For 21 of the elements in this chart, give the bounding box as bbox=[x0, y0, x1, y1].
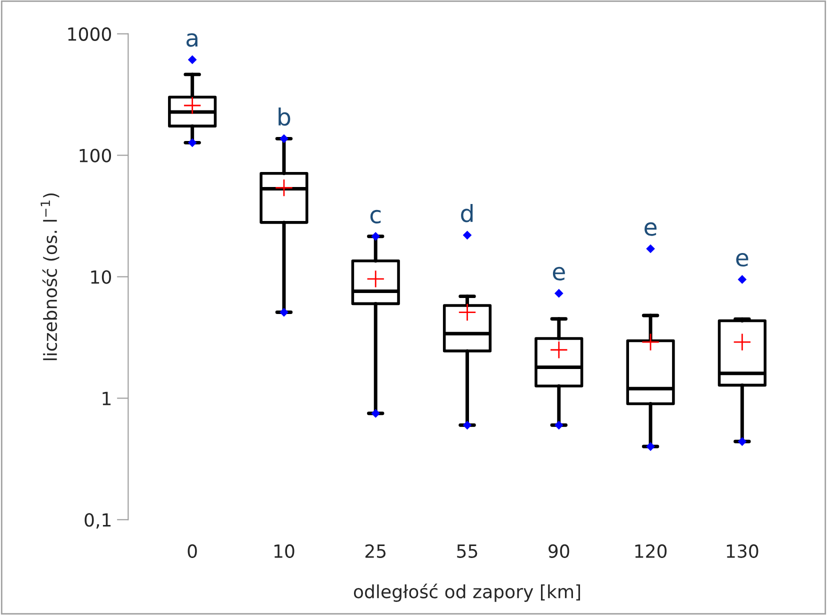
y-axis-title: liczebność (os. l$^{−1}$) bbox=[40, 193, 60, 360]
annotation: e bbox=[736, 252, 748, 267]
x-tick-label: 55 bbox=[457, 544, 478, 558]
y-tick-label: 10 bbox=[91, 270, 112, 284]
x-tick-label: 130 bbox=[726, 544, 758, 558]
x-tick-label: 120 bbox=[635, 544, 667, 558]
x-axis-title: odległość od zapory [km] bbox=[354, 584, 580, 602]
annotation: c bbox=[370, 210, 381, 224]
annotation: a bbox=[186, 33, 198, 47]
y-tick-label: 0,1 bbox=[84, 513, 111, 529]
y-tick-label: 100 bbox=[80, 148, 112, 162]
annotation: b bbox=[278, 107, 290, 126]
x-tick-label: 0 bbox=[188, 544, 197, 558]
annotation: d bbox=[461, 204, 473, 222]
y-tick-label: 1 bbox=[102, 392, 111, 406]
annotation: e bbox=[552, 266, 565, 280]
x-tick-label: 90 bbox=[548, 544, 570, 558]
x-tick-label: 10 bbox=[274, 544, 294, 558]
annotation: e bbox=[644, 222, 657, 236]
x-tick-label: 25 bbox=[365, 544, 386, 558]
y-tick-label: 1000 bbox=[68, 27, 112, 41]
